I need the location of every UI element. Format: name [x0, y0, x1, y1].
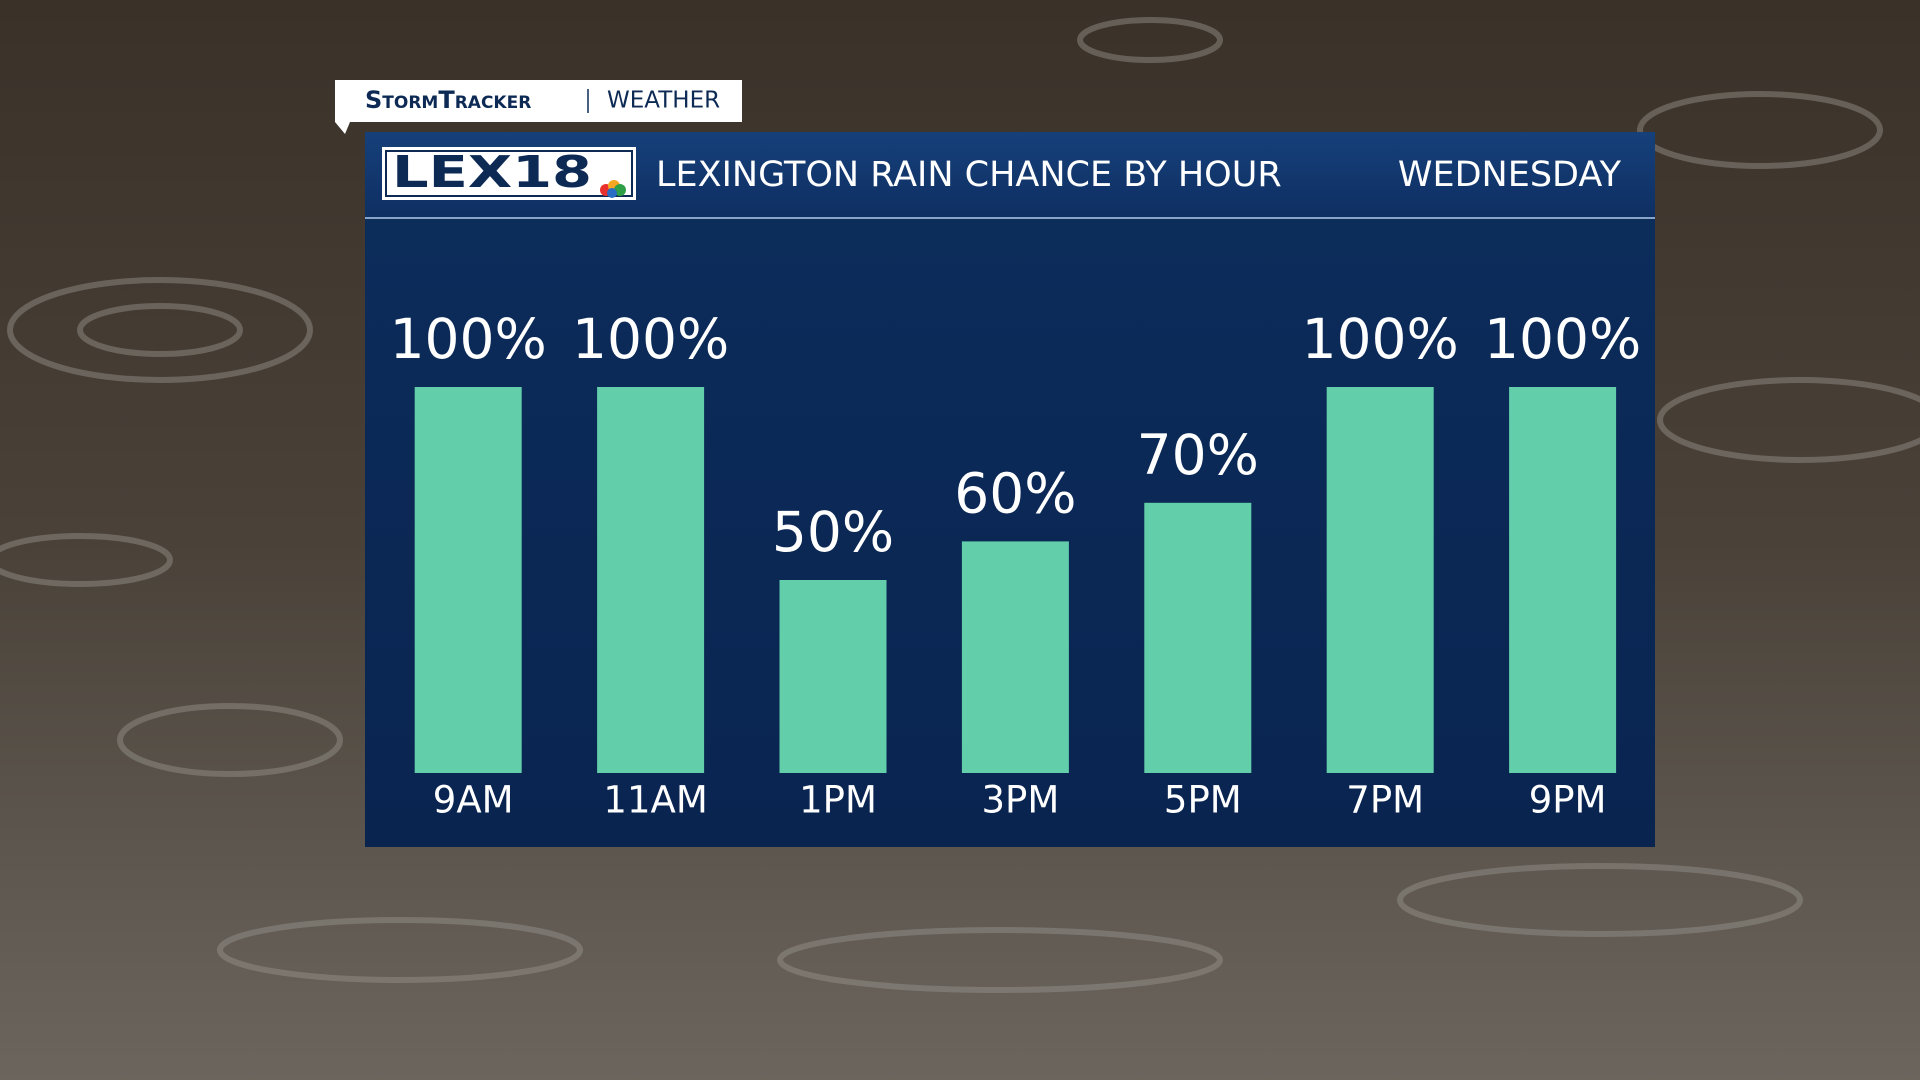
value-label: 100% — [390, 307, 547, 371]
section: WEATHER — [607, 88, 720, 114]
x-tick-label: 3PM — [982, 779, 1060, 822]
bar — [1144, 502, 1252, 773]
value-label: 70% — [1137, 423, 1259, 487]
peacock — [600, 180, 626, 198]
logo-frame — [385, 150, 633, 197]
x-tick-label: 7PM — [1346, 779, 1424, 822]
chart-subtitle: WEDNESDAY — [1398, 155, 1622, 195]
x-tick-label: 9PM — [1529, 779, 1607, 822]
bar — [1326, 387, 1434, 773]
x-tick-label: 1PM — [799, 779, 877, 822]
value-label: 60% — [954, 462, 1076, 526]
brand: StormTracker — [365, 86, 531, 114]
chart-title: LEXINGTON RAIN CHANCE BY HOUR — [656, 155, 1282, 195]
value-label: 100% — [1484, 307, 1641, 371]
x-tick-label: 11AM — [603, 779, 707, 822]
value-label: 100% — [572, 307, 729, 371]
x-tick-label: 5PM — [1164, 779, 1242, 822]
logo: LEX18 — [392, 147, 592, 198]
bar — [779, 580, 887, 773]
value-label: 50% — [772, 500, 894, 564]
bar — [1509, 387, 1617, 773]
brand-badge — [335, 80, 742, 134]
rain-ripples — [0, 17, 1920, 993]
value-label: 100% — [1302, 307, 1459, 371]
bar — [414, 387, 522, 773]
logo-box — [382, 147, 636, 200]
bar — [961, 541, 1069, 773]
x-tick-label: 9AM — [433, 779, 514, 822]
bar — [597, 387, 705, 773]
